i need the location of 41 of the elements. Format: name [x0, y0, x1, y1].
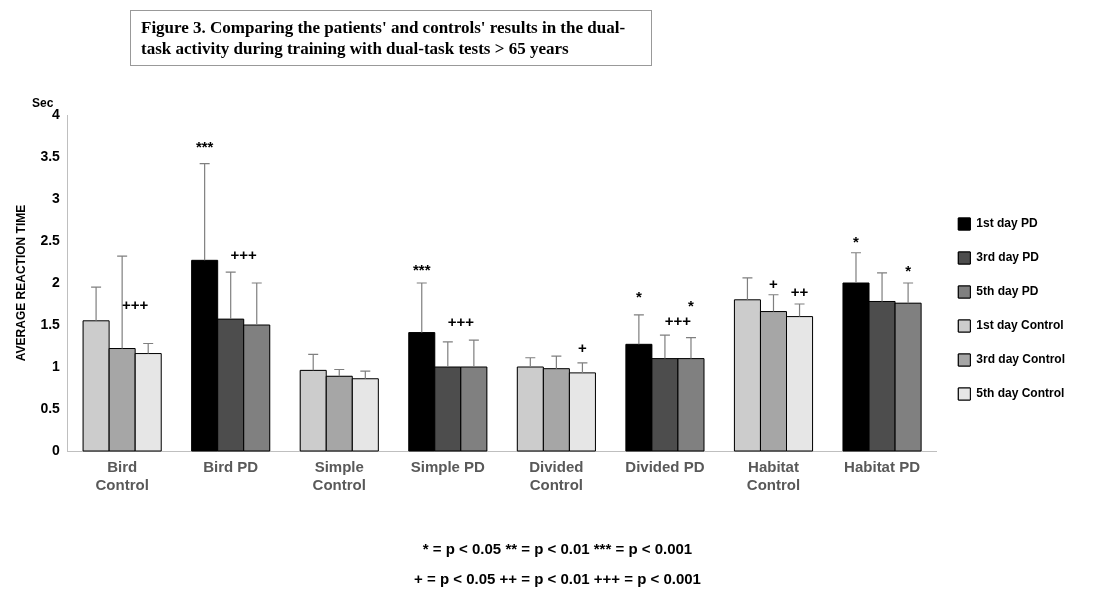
- legend-label: 5th day PD: [976, 284, 1039, 299]
- x-tick-label: Habitat Control: [746, 458, 801, 494]
- y-tick-label: 0: [52, 441, 61, 458]
- text: * = p < 0.05 ** = p < 0.01 *** = p < 0.001: [421, 540, 694, 557]
- legend-label: 3rd day PD: [976, 250, 1040, 265]
- legend-label: 5th day Control: [976, 386, 1065, 401]
- x-tick-label: Simple PD: [410, 458, 486, 476]
- x-tick-label: Habitat PD: [844, 458, 921, 476]
- y-tick-label: 3: [52, 189, 61, 206]
- annotation: +: [769, 274, 778, 292]
- x-tick-label: Bird PD: [203, 458, 259, 476]
- annotation: +++: [447, 312, 474, 330]
- legend-label: 1st day Control: [976, 318, 1064, 333]
- x-tick-label: Divided Control: [529, 458, 584, 494]
- y-tick-label: 4: [52, 105, 61, 122]
- y-tick-label: 1.5: [40, 315, 61, 332]
- annotation: ***: [195, 137, 214, 155]
- text: Sec: [32, 96, 54, 110]
- annotation: +++: [664, 311, 692, 329]
- legend-label: 1st day PD: [976, 216, 1039, 231]
- y-tick-label: 3.5: [40, 147, 61, 164]
- x-tick-label: Bird Control: [95, 458, 149, 494]
- y-tick-label: 1: [52, 357, 61, 374]
- x-tick-label: Divided PD: [625, 458, 705, 476]
- annotation: ***: [412, 260, 431, 278]
- chart-title: Figure 3. Comparing the patients' and controls' results in the dual-task activity during training with dual-task tests > 65 years: [130, 10, 652, 66]
- y-axis-title: AVERAGE REACTION TIME: [13, 204, 28, 362]
- y-tick-label: 2: [52, 273, 61, 290]
- annotation: *: [905, 261, 912, 279]
- y-tick-label: 0.5: [40, 399, 61, 416]
- x-tick-label: Simple Control: [312, 458, 366, 494]
- annotation: *: [853, 232, 859, 250]
- annotation: +++: [122, 295, 149, 313]
- text: + = p < 0.05 ++ = p < 0.01 +++ = p < 0.001: [413, 570, 702, 587]
- annotation: *: [688, 296, 694, 314]
- annotation: ++: [790, 282, 809, 300]
- annotation: *: [635, 287, 642, 305]
- annotation: +: [578, 338, 587, 356]
- y-tick-label: 2.5: [40, 231, 61, 248]
- annotation: +++: [230, 245, 257, 263]
- legend-label: 3rd day Control: [976, 352, 1066, 367]
